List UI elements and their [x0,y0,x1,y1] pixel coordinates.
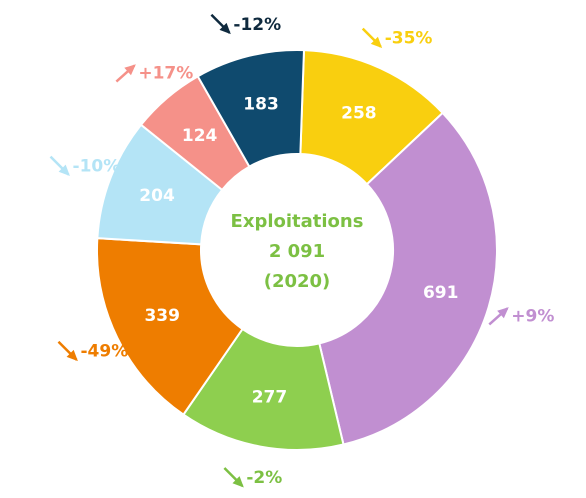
center-label: Exploitations [231,211,364,232]
change-arrow [361,27,383,49]
change-label: -10% [73,157,121,177]
change-arrow [210,13,231,35]
change-arrow [115,64,136,83]
center-label: (2020) [264,271,331,292]
value-label: 339 [144,306,180,326]
value-label: 124 [182,126,218,146]
value-label: 691 [423,283,459,303]
change-label: +17% [138,64,193,84]
change-arrow [488,307,509,326]
value-label: 204 [139,186,175,206]
change-label: -35% [385,29,433,49]
value-label: 258 [341,103,377,123]
change-label: -2% [246,468,282,488]
change-label: -12% [233,15,281,35]
change-arrow [49,155,70,176]
change-arrow [57,340,78,362]
center-label: 2 091 [269,241,325,262]
slice [182,327,345,451]
change-arrow [223,467,244,488]
slice [96,237,244,417]
slice [196,49,306,169]
value-label: 183 [243,94,279,114]
value-label: 277 [252,387,288,407]
change-label: -49% [80,342,128,362]
slice [318,111,498,446]
change-label: +9% [511,306,554,326]
